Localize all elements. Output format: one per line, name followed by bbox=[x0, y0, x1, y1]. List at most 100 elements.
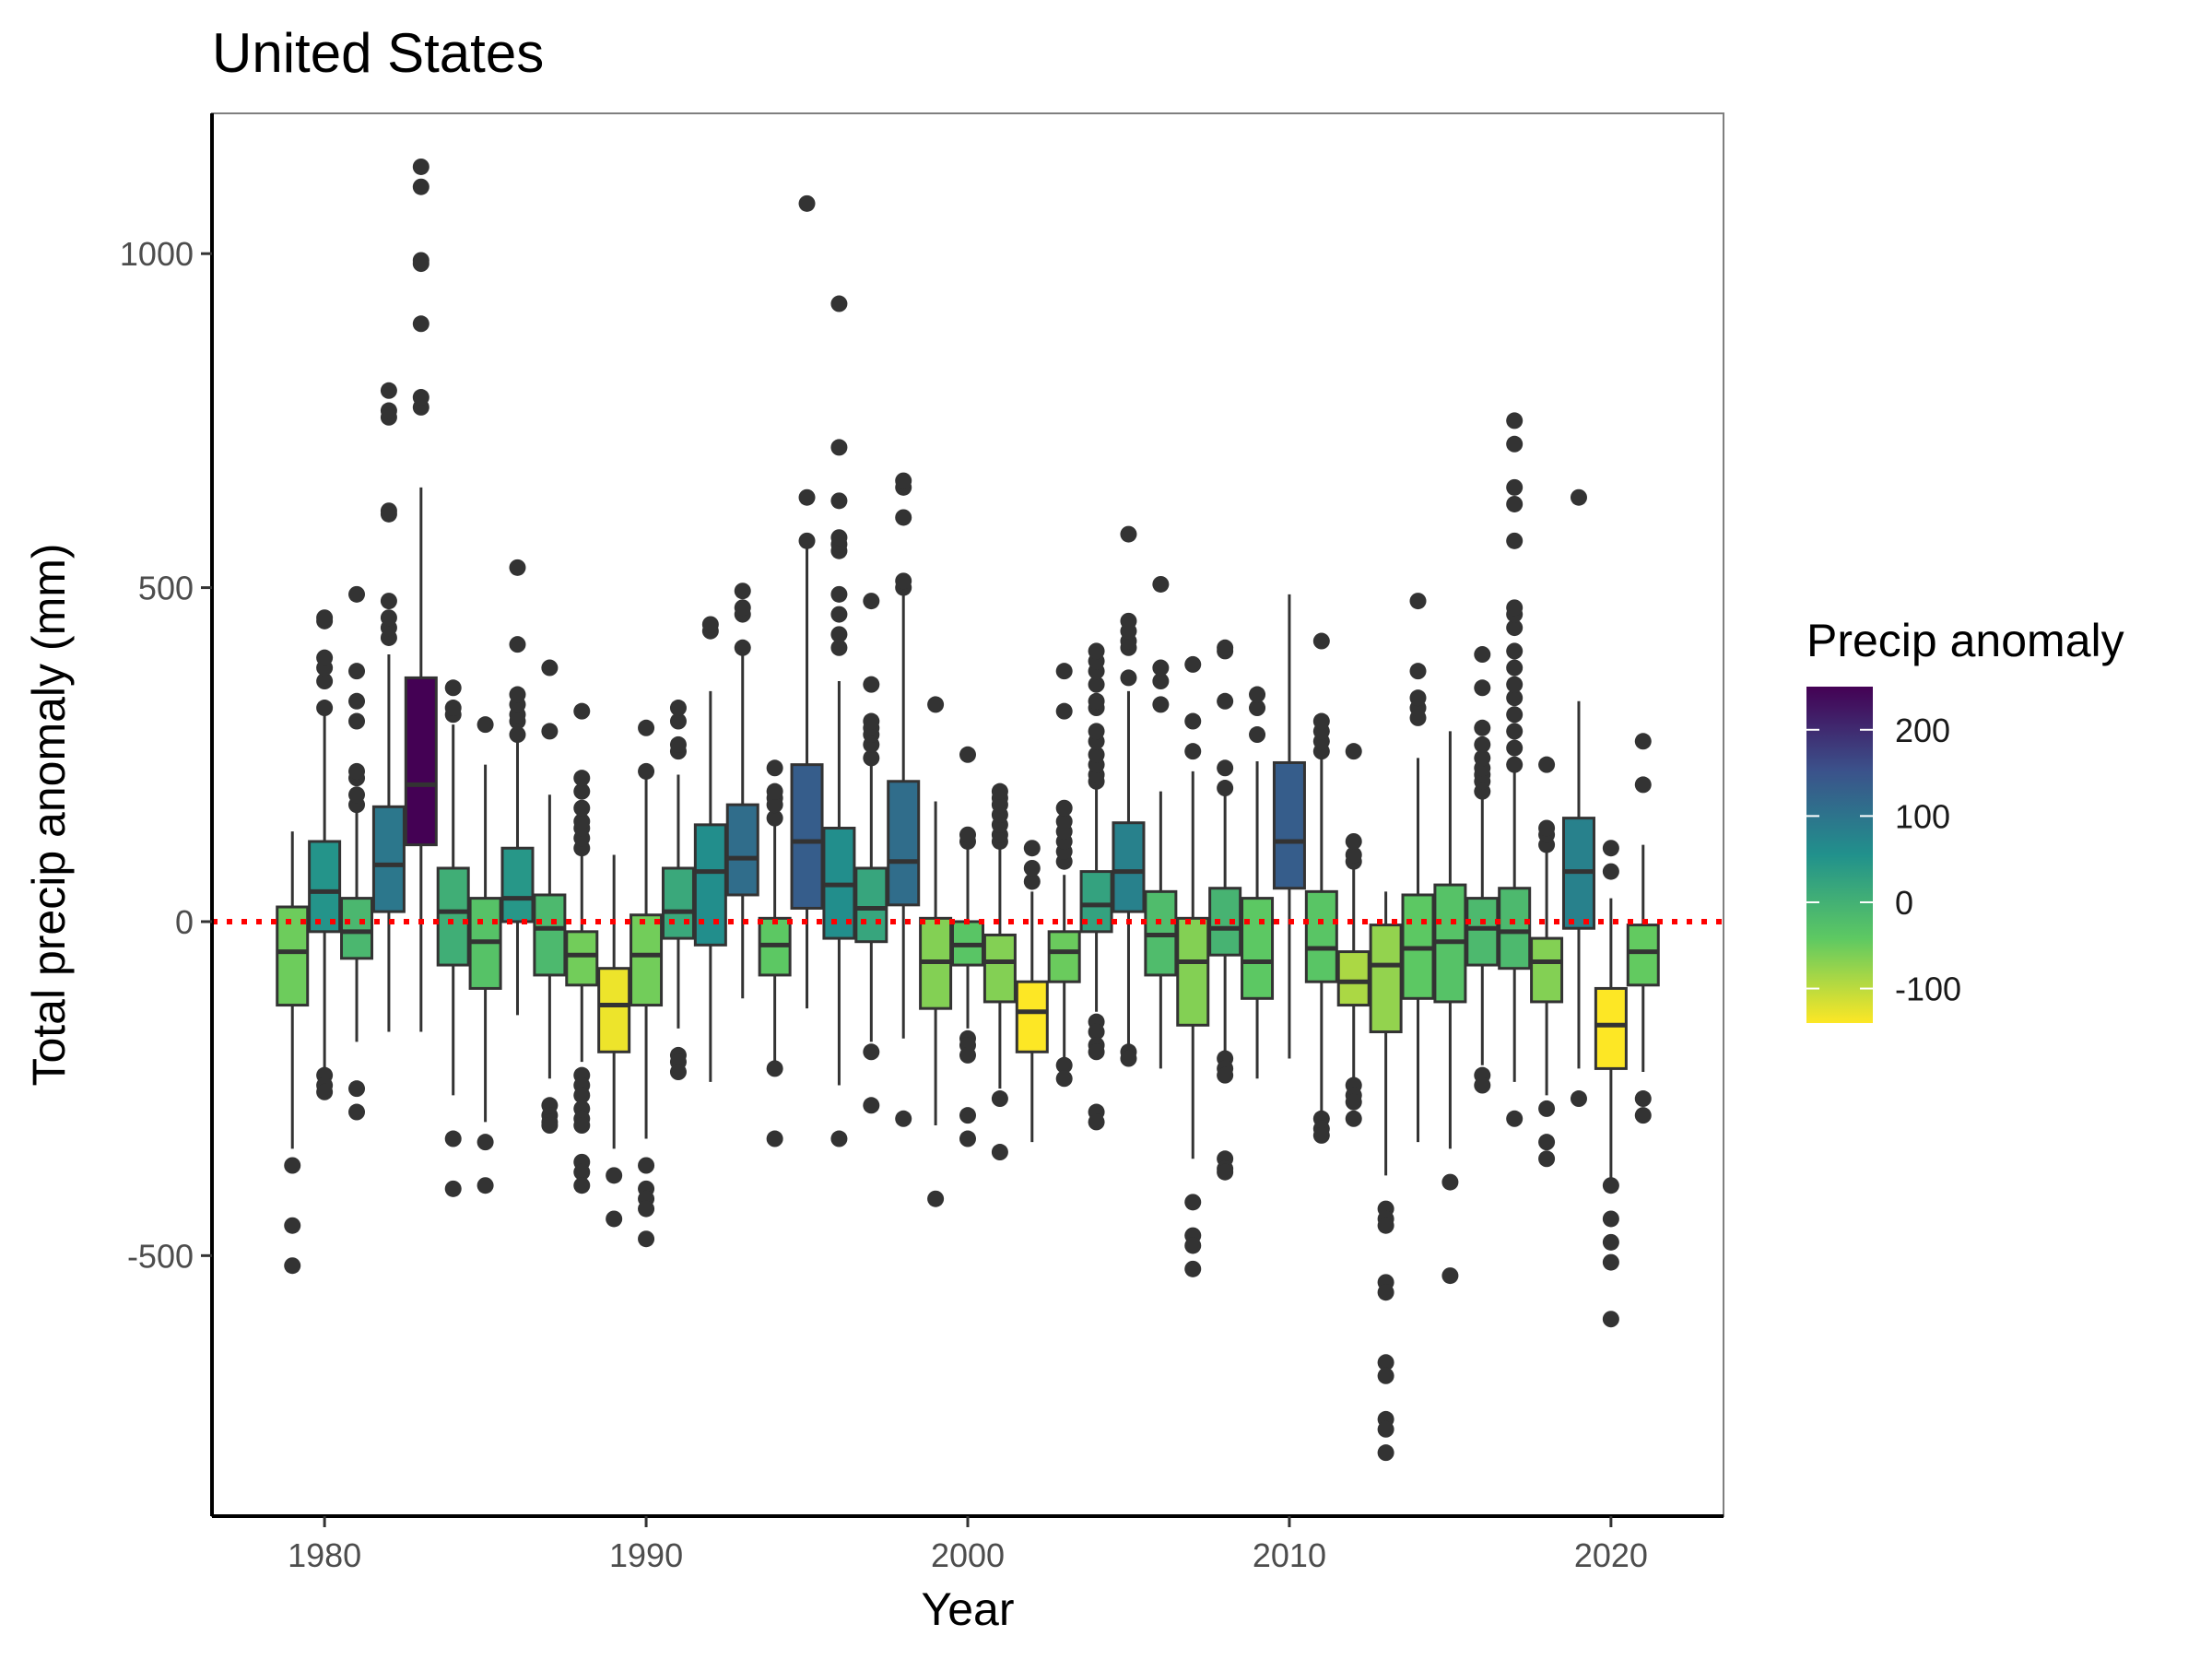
outlier-point bbox=[959, 826, 976, 843]
outlier-point bbox=[1088, 1113, 1105, 1131]
outlier-point bbox=[1120, 1050, 1137, 1067]
outlier-point bbox=[830, 585, 848, 603]
outlier-point bbox=[444, 700, 462, 717]
outlier-point bbox=[798, 488, 816, 506]
outlier-point bbox=[573, 702, 591, 720]
outlier-point bbox=[1506, 532, 1524, 549]
outlier-point bbox=[766, 1060, 783, 1077]
outlier-point bbox=[1055, 702, 1073, 720]
colorbar-tick-label: 100 bbox=[1895, 797, 1950, 835]
outlier-point bbox=[1506, 1110, 1524, 1127]
box-iqr bbox=[725, 803, 759, 897]
outlier-point bbox=[573, 1117, 591, 1135]
outlier-point bbox=[1345, 1110, 1362, 1127]
box-1991 bbox=[661, 700, 695, 1081]
outlier-point bbox=[927, 696, 945, 713]
outlier-point bbox=[1184, 1260, 1202, 1277]
outlier-point bbox=[284, 1157, 301, 1174]
outlier-point bbox=[863, 593, 880, 610]
outlier-point bbox=[477, 716, 494, 734]
chart-title: United States bbox=[212, 22, 544, 84]
outlier-point bbox=[1217, 1163, 1234, 1181]
box-2006 bbox=[1144, 575, 1178, 1069]
outlier-point bbox=[1249, 686, 1266, 703]
outlier-point bbox=[830, 1130, 848, 1147]
outlier-point bbox=[1474, 646, 1491, 664]
box-iqr bbox=[436, 866, 470, 967]
outlier-point bbox=[1055, 799, 1073, 817]
box-2007 bbox=[1176, 655, 1210, 1277]
outlier-point bbox=[895, 572, 912, 590]
outlier-point bbox=[1506, 756, 1524, 773]
outlier-point bbox=[380, 593, 397, 610]
y-tick-label: 1000 bbox=[120, 235, 194, 273]
outlier-point bbox=[412, 315, 429, 333]
outlier-point bbox=[1249, 726, 1266, 744]
outlier-point bbox=[1152, 696, 1170, 713]
outlier-point bbox=[509, 559, 526, 576]
outlier-point bbox=[991, 1090, 1008, 1108]
outlier-point bbox=[638, 719, 655, 736]
outlier-point bbox=[1088, 642, 1105, 660]
x-tick-label: 2010 bbox=[1253, 1536, 1326, 1574]
outlier-point bbox=[573, 1177, 591, 1194]
outlier-point bbox=[1055, 813, 1073, 830]
outlier-point bbox=[1634, 1090, 1652, 1108]
outlier-point bbox=[348, 1103, 366, 1121]
legend: Precip anomaly -100 0 100 200 bbox=[1806, 615, 2124, 1023]
outlier-point bbox=[573, 799, 591, 817]
outlier-point bbox=[1088, 692, 1105, 710]
outlier-point bbox=[412, 158, 429, 175]
outlier-point bbox=[1217, 639, 1234, 656]
box-1995 bbox=[790, 194, 824, 1009]
outlier-point bbox=[1506, 412, 1524, 429]
x-axis-title: Year bbox=[921, 1583, 1014, 1635]
box-2009 bbox=[1241, 686, 1275, 1079]
outlier-point bbox=[573, 1087, 591, 1104]
outlier-point bbox=[863, 676, 880, 693]
x-tick-label: 1980 bbox=[288, 1536, 361, 1574]
outlier-point bbox=[1602, 1233, 1619, 1251]
outlier-point bbox=[830, 529, 848, 547]
box-1981 bbox=[340, 585, 374, 1121]
outlier-point bbox=[1152, 659, 1170, 677]
box-2016 bbox=[1465, 646, 1500, 1094]
box-1982 bbox=[371, 382, 406, 1032]
outlier-point bbox=[1602, 1177, 1619, 1194]
outlier-point bbox=[316, 1083, 334, 1100]
outlier-point bbox=[895, 1110, 912, 1127]
box-2021 bbox=[1626, 733, 1660, 1124]
colorbar bbox=[1806, 687, 1873, 1023]
box-1992 bbox=[693, 616, 727, 1082]
box-2010 bbox=[1272, 594, 1306, 1059]
outlier-point bbox=[638, 1230, 655, 1248]
outlier-point bbox=[1506, 619, 1524, 637]
outlier-point bbox=[863, 1043, 880, 1061]
outlier-point bbox=[1506, 435, 1524, 453]
box-iqr bbox=[1241, 897, 1275, 1000]
outlier-point bbox=[959, 1107, 976, 1124]
box-iqr bbox=[887, 780, 921, 907]
outlier-point bbox=[1474, 735, 1491, 753]
outlier-point bbox=[830, 295, 848, 312]
box-1985 bbox=[468, 716, 502, 1194]
box-iqr bbox=[661, 866, 695, 940]
outlier-point bbox=[606, 1167, 623, 1184]
outlier-point bbox=[863, 749, 880, 767]
outlier-point bbox=[1152, 673, 1170, 690]
box-iqr bbox=[1336, 950, 1371, 1007]
outlier-point bbox=[509, 636, 526, 653]
box-2014 bbox=[1401, 593, 1435, 1143]
outlier-point bbox=[863, 712, 880, 730]
x-tick-label: 2020 bbox=[1574, 1536, 1648, 1574]
box-1987 bbox=[533, 659, 567, 1135]
outlier-point bbox=[1088, 746, 1105, 763]
outlier-point bbox=[798, 194, 816, 212]
box-1996 bbox=[822, 295, 856, 1147]
box-2011 bbox=[1304, 632, 1338, 1144]
colorbar-ticks: -100 0 100 200 bbox=[1806, 712, 1961, 1008]
outlier-point bbox=[316, 609, 334, 627]
outlier-point bbox=[1249, 700, 1266, 717]
outlier-point bbox=[1377, 1367, 1394, 1384]
box-iqr bbox=[1272, 760, 1306, 890]
